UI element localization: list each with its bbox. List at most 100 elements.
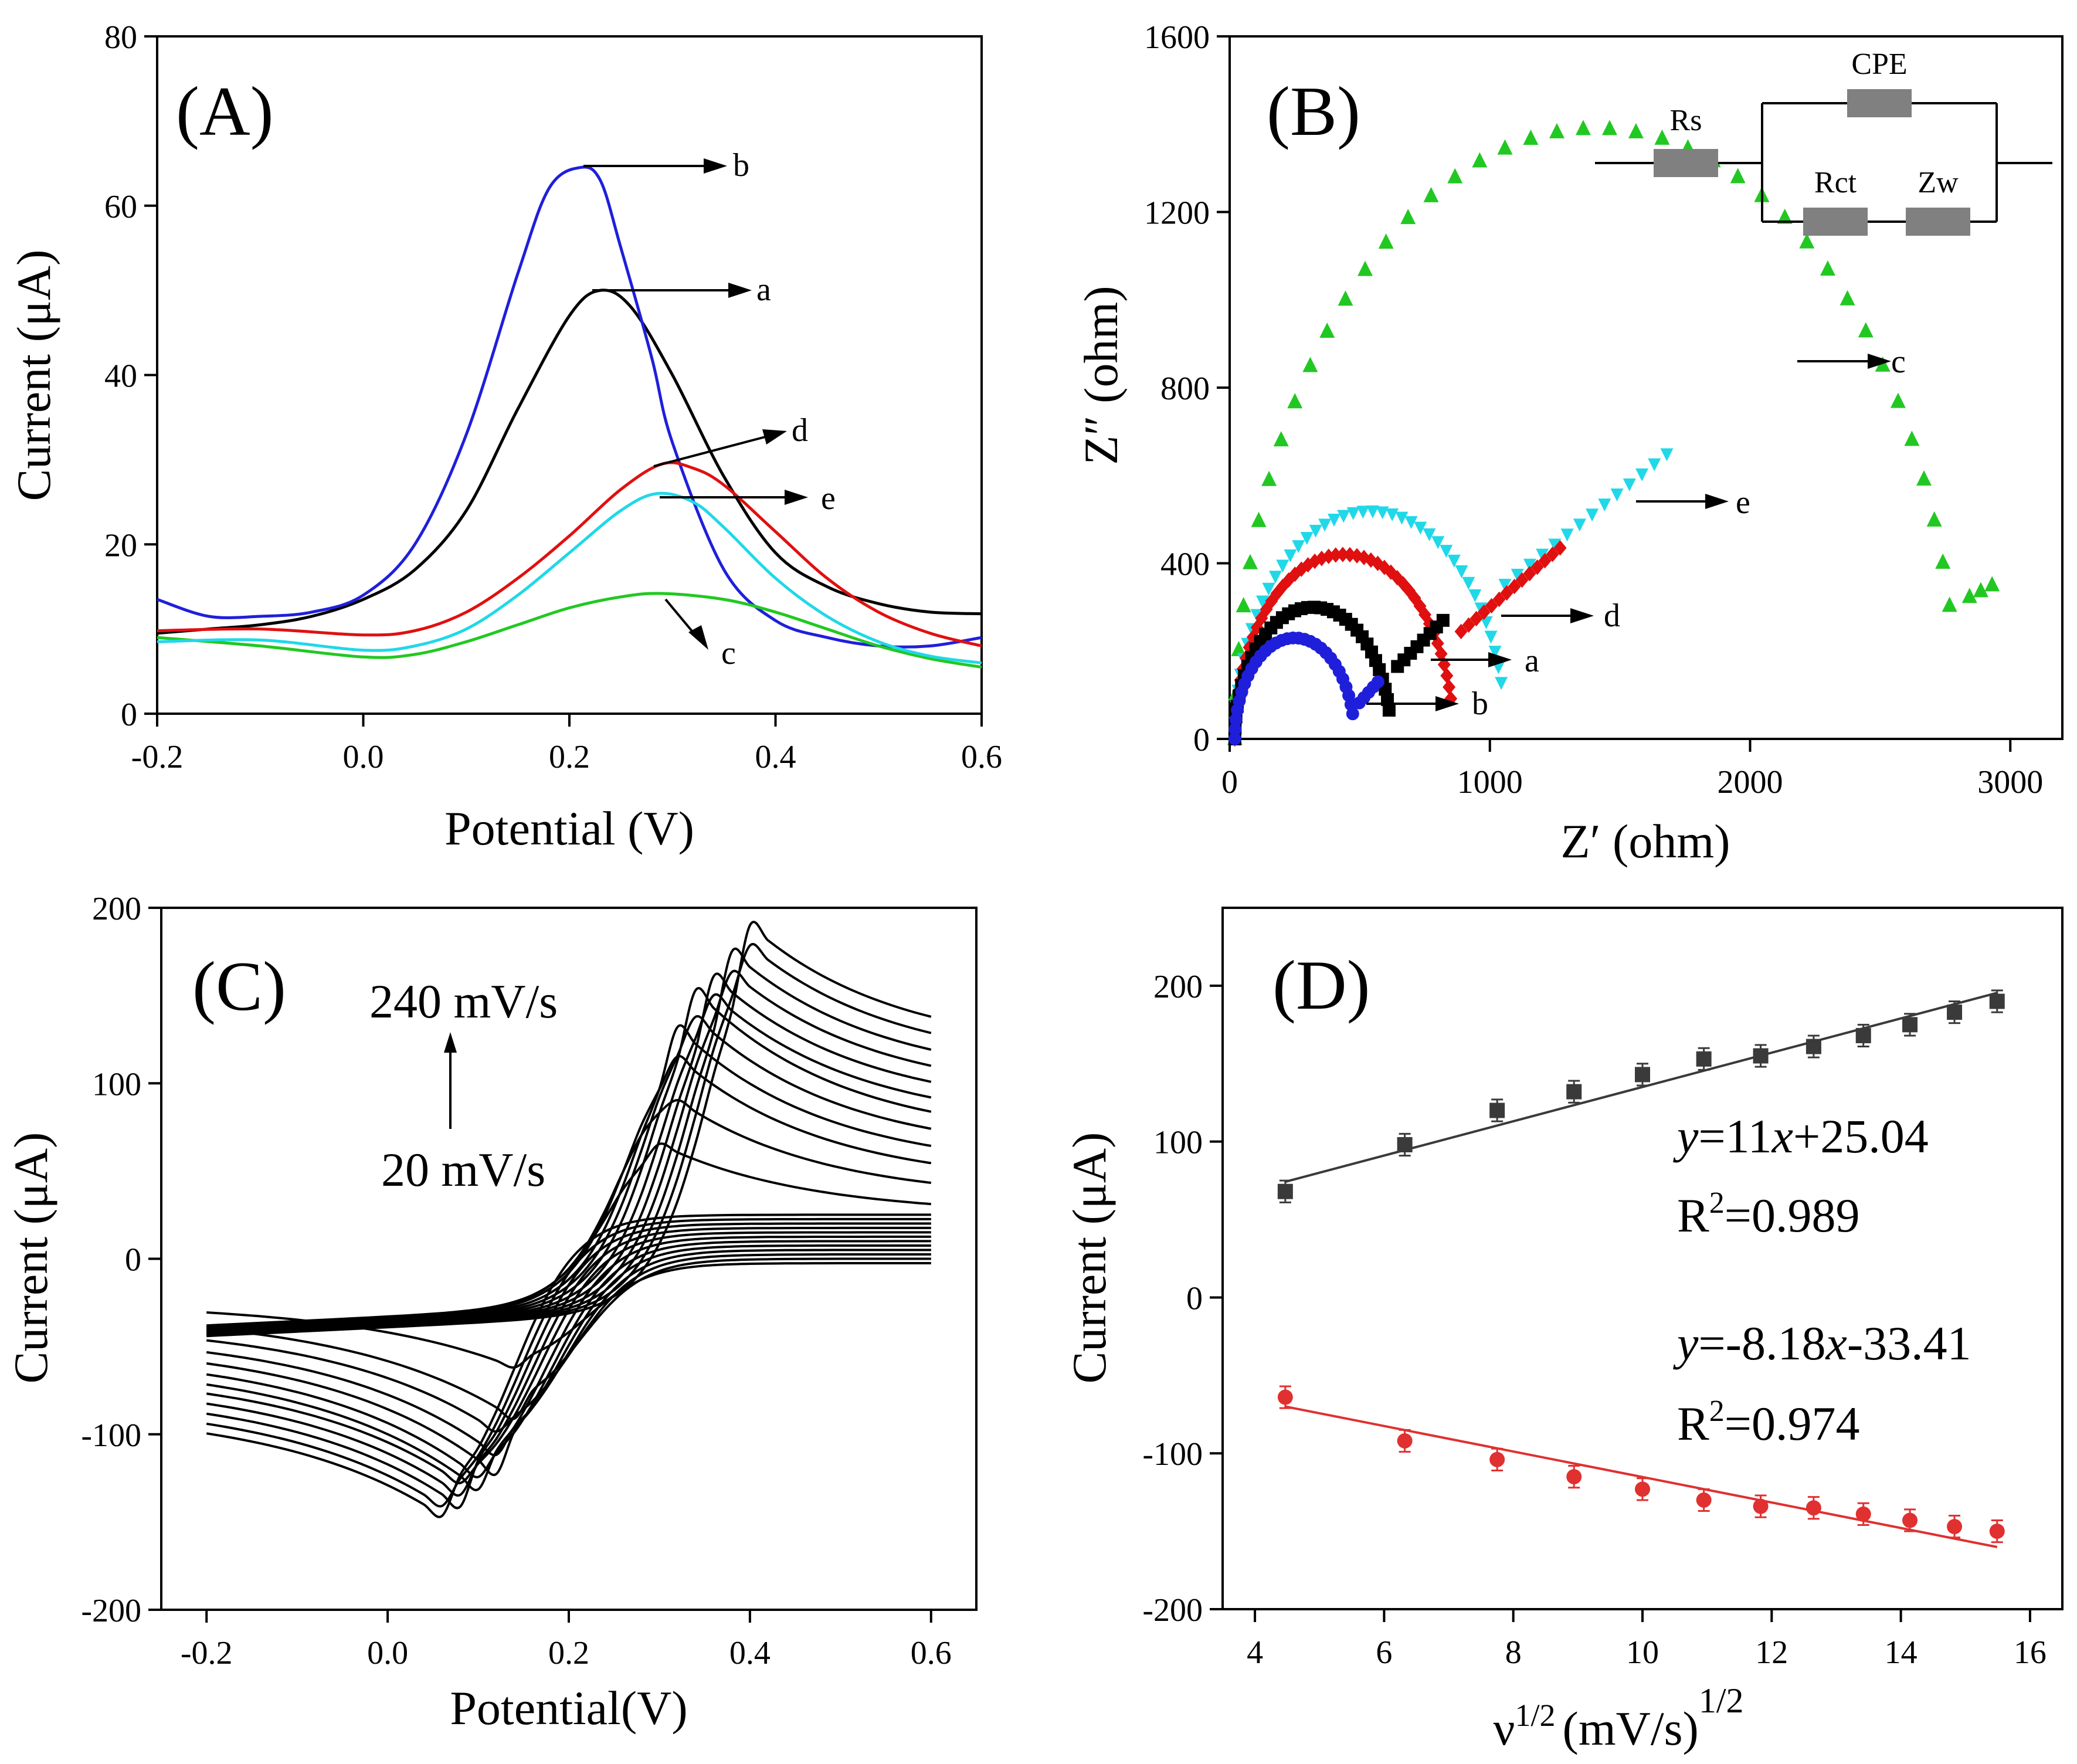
panel-a-xtick-label: 0.0 [343,739,384,775]
panel-b-point-b [1346,707,1359,721]
panel-b-point-d [1462,617,1475,633]
panel-a: -0.2 0.0 0.2 0.4 0.6 0 20 40 60 80 (A) Potential … [7,19,1002,855]
panel-b-point-c [1497,139,1513,155]
panel-c-tag: (C) [192,947,286,1025]
panel-b-point-e [1573,518,1586,532]
panel-b-point-e [1511,568,1524,582]
panel-b-point-e [1404,516,1418,530]
panel-b-point-c [1942,596,1957,612]
panel-b-point-c [1236,597,1251,613]
panel-d-r2-1: R2=0.989 [1677,1186,1859,1242]
panel-d-point-anodic [1947,1005,1963,1020]
panel-b-point-d [1336,547,1349,562]
panel-c-xtick-label: 0.6 [911,1635,952,1671]
panel-b-ytick-label: 1600 [1144,19,1210,56]
panel-a-arrow-e: e [660,480,836,517]
warburg-zw-icon [1906,208,1970,236]
panel-b-arrow-a: a [1431,643,1539,679]
panel-b-label-c: c [1891,344,1906,380]
eq2-mid: =-8.18 [1698,1317,1825,1370]
panel-b-point-c [1840,290,1855,306]
circuit-label-zw: Zw [1918,166,1959,199]
panel-b-label-a: a [1525,643,1539,679]
r2-2-label: R [1677,1397,1709,1450]
panel-b-point-d [1443,679,1456,695]
panel-b-point-e [1386,508,1399,522]
panel-b-point-a [1382,703,1396,717]
eq2-y: y [1673,1317,1699,1370]
panel-d-eq2: y=-8.18x-33.41 [1673,1317,1971,1370]
panel-a-xtick-label: 0.4 [755,739,796,775]
panel-c-ytick-label: 100 [92,1066,141,1102]
panel-a-ytick-label: 0 [121,697,137,733]
panel-a-series-d [157,461,982,647]
circuit-label-cpe: CPE [1851,48,1907,81]
panel-c-cv-reverse [206,1249,931,1457]
panel-b-point-c [1357,260,1373,276]
panel-d-point-cathodic [1397,1433,1413,1448]
panel-a-xtick-label: -0.2 [131,739,184,775]
panel-b-point-e [1262,582,1275,596]
panel-b-point-e [1462,576,1475,590]
panel-b-point-d [1260,601,1273,618]
panel-b-point-d [1485,598,1498,614]
panel-c-xtick-label: 0.0 [367,1635,408,1671]
panel-d-point-anodic [1277,1183,1293,1199]
panel-b-point-e [1284,549,1297,562]
panel-d-tag: (D) [1272,946,1370,1024]
panel-d-point-cathodic [1753,1498,1769,1514]
panel-d-point-cathodic [1277,1389,1293,1405]
panel-d-point-cathodic [1635,1481,1650,1497]
panel-d-point-anodic [1566,1084,1582,1100]
panel-b-point-a [1436,613,1450,627]
panel-c-xtick-label: -0.2 [181,1635,233,1671]
panel-a-arrow-d: d [653,412,808,467]
panel-b-point-e [1269,571,1282,584]
panel-b-point-e [1292,540,1305,554]
panel-a-xlabel: Potential (V) [444,802,694,855]
panel-d-point-anodic [1902,1017,1918,1033]
panel-c-ylabel: Current (μA) [4,1132,57,1384]
panel-c-scan-arrow [444,1032,457,1129]
panel-d-point-cathodic [1855,1506,1871,1522]
panel-b-point-e [1623,478,1636,491]
resistor-rct-icon [1803,208,1868,236]
panel-d-point-cathodic [1696,1492,1712,1508]
panel-d-ytick-label: -200 [1142,1592,1203,1629]
panel-d-point-cathodic [1902,1512,1918,1528]
panel-c-cv-reverse [206,1253,931,1433]
r2-2-exp: 2 [1709,1395,1725,1428]
panel-b: 0 1000 2000 3000 0 400 800 1200 1600 (B) Z′ (ohm… [1074,19,2064,868]
panel-d-r2-2: R2=0.974 [1677,1395,1859,1450]
panel-b-point-c [1628,123,1644,138]
panel-c-annotation-bottom: 20 mV/s [381,1143,545,1196]
panel-a-xtick-label: 0.2 [549,739,590,775]
panel-b-point-e [1586,508,1599,522]
panel-b-point-e [1479,616,1493,629]
panel-d-point-cathodic [1489,1451,1505,1467]
panel-d-xtick-label: 10 [1626,1634,1659,1671]
panel-b-point-e [1318,518,1332,532]
panel-c-ytick-label: 200 [92,891,141,927]
panel-b-point-e [1468,589,1482,602]
panel-b-point-e [1255,595,1269,609]
panel-b-point-d [1553,540,1567,556]
panel-b-point-c [1820,260,1835,276]
panel-b-point-b [1228,732,1241,745]
panel-b-point-c [1423,186,1439,202]
panel-c-cv-forward [206,943,932,1336]
panel-b-point-d [1477,604,1491,620]
panel-d-point-cathodic [1989,1524,2005,1539]
r2-2-val: =0.974 [1725,1397,1860,1450]
panel-c-cv-reverse [206,1222,931,1509]
panel-a-ytick-label: 80 [104,19,137,56]
panel-b-point-e [1523,558,1536,572]
panel-b-point-d [1423,616,1436,632]
panel-b-point-c [1273,431,1289,447]
panel-a-series [157,165,982,669]
panel-c-cv-forward [206,921,932,1338]
panel-c-cv-reverse [206,1213,931,1518]
panel-c-cv-forward [206,1015,932,1331]
panel-d-xlabel: ν1/2 (mV/s)1/2 [1493,1681,1743,1755]
panel-c-cv-forward [206,947,932,1335]
